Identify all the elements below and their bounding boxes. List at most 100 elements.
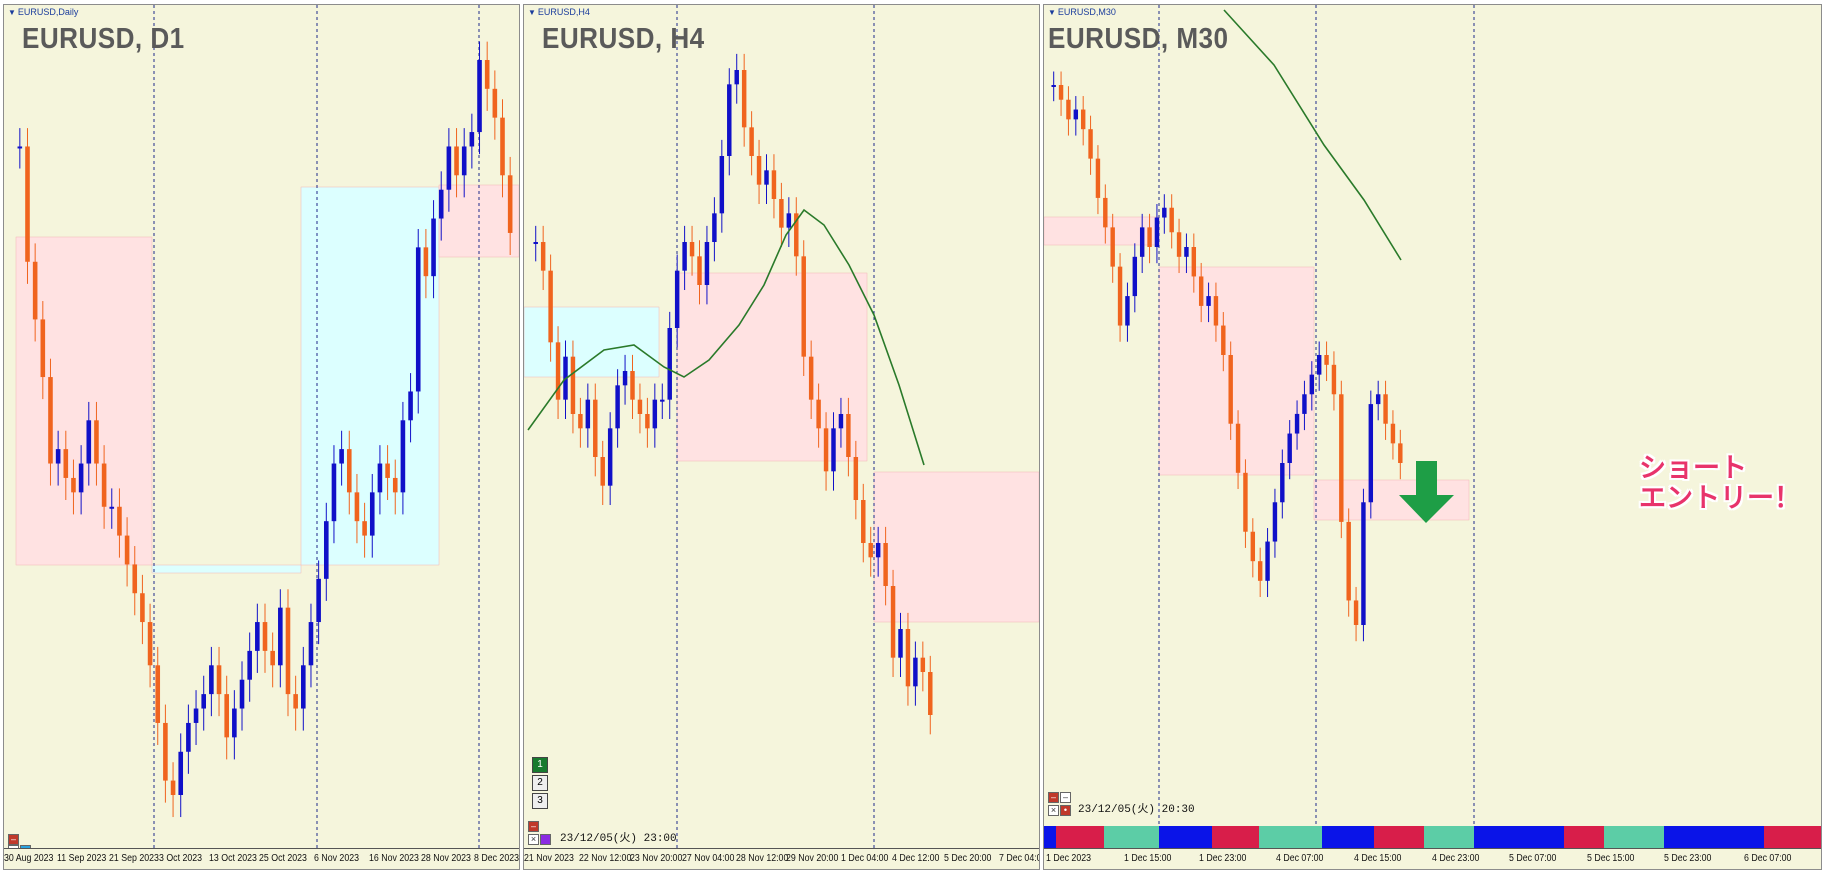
- candle-body: [846, 414, 851, 457]
- collapse-icon[interactable]: –: [528, 821, 539, 832]
- candle-body: [408, 391, 413, 421]
- candle-body: [771, 170, 777, 199]
- chart-canvas-d1: [15, 5, 519, 849]
- price-zone: [1044, 216, 1160, 246]
- time-axis-label: 4 Dec 07:00: [1276, 853, 1324, 864]
- candle-body: [101, 463, 107, 507]
- candle-body: [1147, 227, 1152, 247]
- candle-body: [32, 261, 38, 320]
- candle-body: [1257, 561, 1263, 581]
- price-zone: [524, 306, 660, 378]
- candle-body: [875, 543, 881, 558]
- candle-body: [1213, 296, 1219, 326]
- collapse-icon[interactable]: –: [1048, 792, 1059, 803]
- time-axis-label: 4 Dec 15:00: [1354, 853, 1402, 864]
- time-axis-label: 30 Aug 2023: [4, 853, 54, 864]
- candle-body: [193, 708, 199, 723]
- session-segment: [1259, 826, 1322, 848]
- candle-body: [1339, 394, 1344, 522]
- candle-body: [831, 428, 836, 472]
- candle-body: [78, 463, 84, 493]
- candle-body: [285, 607, 291, 695]
- close-icon[interactable]: ×: [1048, 805, 1059, 816]
- candle-body: [262, 622, 268, 651]
- tf-button-3[interactable]: 3: [532, 793, 548, 809]
- session-segment: [1564, 826, 1604, 848]
- nav-icon[interactable]: [540, 834, 551, 845]
- candle-body: [890, 586, 896, 658]
- candle-body: [124, 535, 130, 565]
- time-axis: 30 Aug 2023 11 Sep 2023 21 Sep 2023 3 Oct 2…: [4, 848, 519, 869]
- candle-body: [94, 420, 99, 464]
- candle-body: [682, 242, 687, 271]
- time-axis-label: 1 Dec 2023: [1046, 853, 1092, 864]
- candle-body: [255, 622, 260, 651]
- candle-body: [1361, 502, 1366, 625]
- nav-icon[interactable]: •: [1060, 805, 1071, 816]
- candle-body: [1110, 227, 1115, 267]
- candle-body: [63, 449, 69, 478]
- chart-panel-h4[interactable]: ▼ EURUSD,H4 EURUSD, H4 1 2 3 – × 23/12/05…: [523, 4, 1040, 870]
- candle-body: [1390, 423, 1396, 444]
- candle-body: [1331, 364, 1337, 395]
- tf-button-1[interactable]: 1: [532, 757, 548, 773]
- candle-body: [1184, 247, 1189, 257]
- candle-body: [316, 578, 321, 623]
- candle-body: [454, 146, 459, 176]
- candle-body: [247, 650, 252, 680]
- candle-body: [446, 146, 452, 190]
- candle-body: [689, 242, 695, 257]
- time-axis-label: 3 Oct 2023: [159, 853, 203, 864]
- time-axis: 1 Dec 2023 1 Dec 15:00 1 Dec 23:00 4 Dec 07…: [1044, 848, 1821, 869]
- candle-body: [1228, 355, 1233, 424]
- candle-body: [779, 199, 784, 228]
- time-axis-label: 5 Dec 07:00: [1509, 853, 1557, 864]
- candle-body: [1316, 355, 1322, 375]
- tf-button-2[interactable]: 2: [532, 775, 548, 791]
- time-axis-label: 11 Sep 2023: [57, 853, 107, 864]
- candle-body: [492, 88, 498, 118]
- candle-body: [469, 132, 475, 147]
- candle-body: [1375, 394, 1381, 405]
- candle-body: [756, 156, 762, 185]
- candle-body: [140, 593, 145, 623]
- candle-body: [764, 170, 769, 185]
- candle-body: [1346, 521, 1351, 601]
- candle-body: [920, 657, 926, 672]
- session-segment: [1764, 826, 1821, 848]
- candle-body: [354, 492, 360, 522]
- candle-body: [548, 270, 553, 343]
- candle-body: [339, 449, 344, 464]
- candle-body: [362, 521, 367, 536]
- candle-body: [741, 70, 747, 128]
- candle-body: [1169, 207, 1174, 233]
- candle-body: [40, 319, 46, 378]
- time-axis-label: 1 Dec 23:00: [1199, 853, 1247, 864]
- session-segment: [1044, 826, 1056, 848]
- candle-body: [533, 242, 538, 244]
- candle-body: [201, 694, 207, 709]
- candle-body: [883, 543, 888, 586]
- candle-body: [1125, 296, 1130, 326]
- time-axis-label: 4 Dec 12:00: [892, 853, 940, 864]
- time-axis-label: 7 Dec 04:00: [999, 853, 1039, 864]
- candle-body: [224, 694, 229, 738]
- cursor-time: 23/12/05(火) 23:00: [560, 833, 677, 845]
- close-icon[interactable]: ×: [528, 834, 539, 845]
- session-bar: [1044, 826, 1821, 848]
- candle-body: [1309, 374, 1315, 395]
- collapse-icon[interactable]: –: [8, 834, 19, 845]
- candle-body: [816, 399, 821, 429]
- candle-body: [540, 242, 546, 271]
- session-segment: [1424, 826, 1474, 848]
- moving-average-line: [1223, 9, 1402, 261]
- session-segment: [1212, 826, 1259, 848]
- candle-body: [1162, 207, 1167, 218]
- candle-body: [109, 506, 115, 509]
- chart-panel-m30[interactable]: ▼ EURUSD,M30 EURUSD, M30 ショート エントリー！ – – …: [1043, 4, 1822, 870]
- candle-body: [1383, 394, 1388, 424]
- candle-body: [1191, 247, 1197, 277]
- minimize-icon[interactable]: –: [1060, 792, 1071, 803]
- chart-panel-d1[interactable]: ▼EURUSD,Daily EURUSD, D1 – × 30 Aug 2023…: [3, 4, 520, 870]
- candle-body: [637, 399, 643, 414]
